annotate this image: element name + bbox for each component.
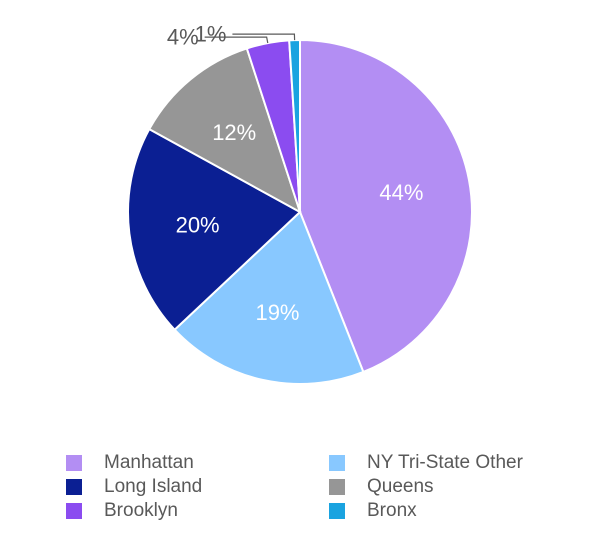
- legend-swatch: [329, 503, 345, 519]
- legend-item-manhattan: Manhattan: [66, 451, 329, 475]
- pie-slice-ny-tri-state-other: [173, 210, 365, 385]
- data-label-long-island: 20%: [176, 212, 220, 237]
- legend-label: Manhattan: [104, 452, 194, 473]
- legend-label: Brooklyn: [104, 500, 178, 521]
- legend-item-ny-tri-state-other: NY Tri-State Other: [329, 451, 566, 475]
- data-label-manhattan: 44%: [379, 180, 423, 205]
- data-label-queens: 12%: [212, 120, 256, 145]
- legend-swatch: [66, 479, 82, 495]
- legend-label: Queens: [367, 476, 434, 497]
- legend: Manhattan NY Tri-State Other Long Island Qu…: [66, 451, 566, 523]
- data-label-brooklyn: 4%: [167, 25, 199, 50]
- leader-line-bronx: [232, 33, 296, 41]
- legend-item-long-island: Long Island: [66, 475, 329, 499]
- legend-label: Long Island: [104, 476, 203, 497]
- pie-slice-manhattan: [299, 38, 474, 374]
- data-label-bronx: 1%: [195, 22, 227, 47]
- legend-swatch: [66, 503, 82, 519]
- legend-swatch: [329, 455, 345, 471]
- pie-slice-long-island: [127, 127, 302, 332]
- legend-swatch: [66, 455, 82, 471]
- leader-line-brooklyn: [204, 36, 269, 44]
- legend-label: Bronx: [367, 500, 417, 521]
- pie-slice-queens: [147, 47, 302, 215]
- legend-swatch: [329, 479, 345, 495]
- legend-item-queens: Queens: [329, 475, 566, 499]
- legend-item-bronx: Bronx: [329, 499, 566, 523]
- legend-label: NY Tri-State Other: [367, 452, 523, 473]
- legend-item-brooklyn: Brooklyn: [66, 499, 329, 523]
- data-label-ny-tri-state-other: 19%: [255, 300, 299, 325]
